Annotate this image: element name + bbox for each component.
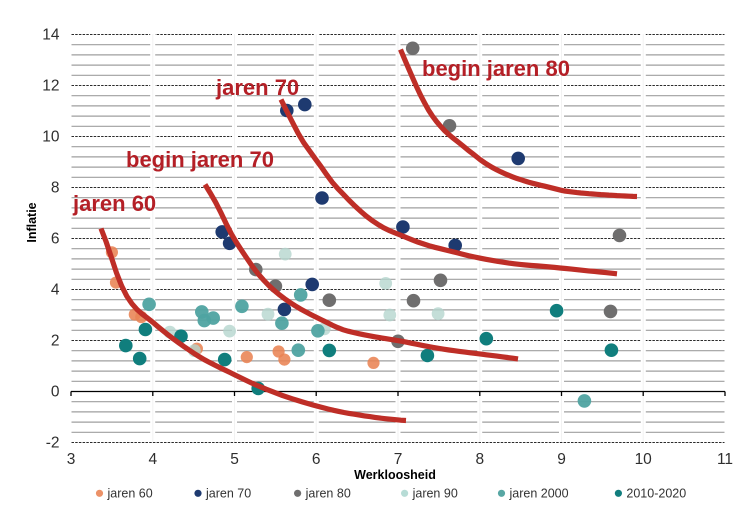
svg-text:6: 6 (312, 451, 321, 468)
svg-text:6: 6 (51, 231, 60, 248)
svg-text:jaren 80: jaren 80 (305, 487, 351, 501)
svg-text:8: 8 (51, 180, 60, 197)
svg-text:2010-2020: 2010-2020 (626, 487, 686, 501)
svg-text:jaren 60: jaren 60 (72, 191, 156, 216)
svg-text:14: 14 (42, 27, 60, 44)
svg-text:jaren 60: jaren 60 (107, 487, 153, 501)
svg-text:9: 9 (557, 451, 566, 468)
svg-text:Inflatie: Inflatie (25, 202, 39, 242)
svg-text:12: 12 (42, 78, 59, 95)
svg-text:7: 7 (394, 451, 403, 468)
svg-text:5: 5 (230, 451, 239, 468)
svg-text:4: 4 (51, 282, 60, 299)
svg-text:-2: -2 (46, 435, 60, 452)
svg-text:jaren 70: jaren 70 (215, 75, 299, 100)
svg-text:jaren 2000: jaren 2000 (509, 487, 569, 501)
svg-text:jaren 70: jaren 70 (205, 487, 251, 501)
svg-text:Werkloosheid: Werkloosheid (354, 468, 436, 482)
svg-text:10: 10 (42, 129, 60, 146)
svg-text:8: 8 (475, 451, 484, 468)
svg-text:2: 2 (51, 333, 60, 350)
svg-text:begin jaren 70: begin jaren 70 (126, 147, 274, 172)
svg-text:jaren 90: jaren 90 (412, 487, 458, 501)
svg-text:0: 0 (51, 384, 60, 401)
svg-text:4: 4 (148, 451, 157, 468)
svg-text:begin jaren 80: begin jaren 80 (422, 56, 570, 81)
svg-text:10: 10 (635, 451, 653, 468)
svg-text:3: 3 (67, 451, 76, 468)
svg-text:11: 11 (717, 451, 733, 468)
